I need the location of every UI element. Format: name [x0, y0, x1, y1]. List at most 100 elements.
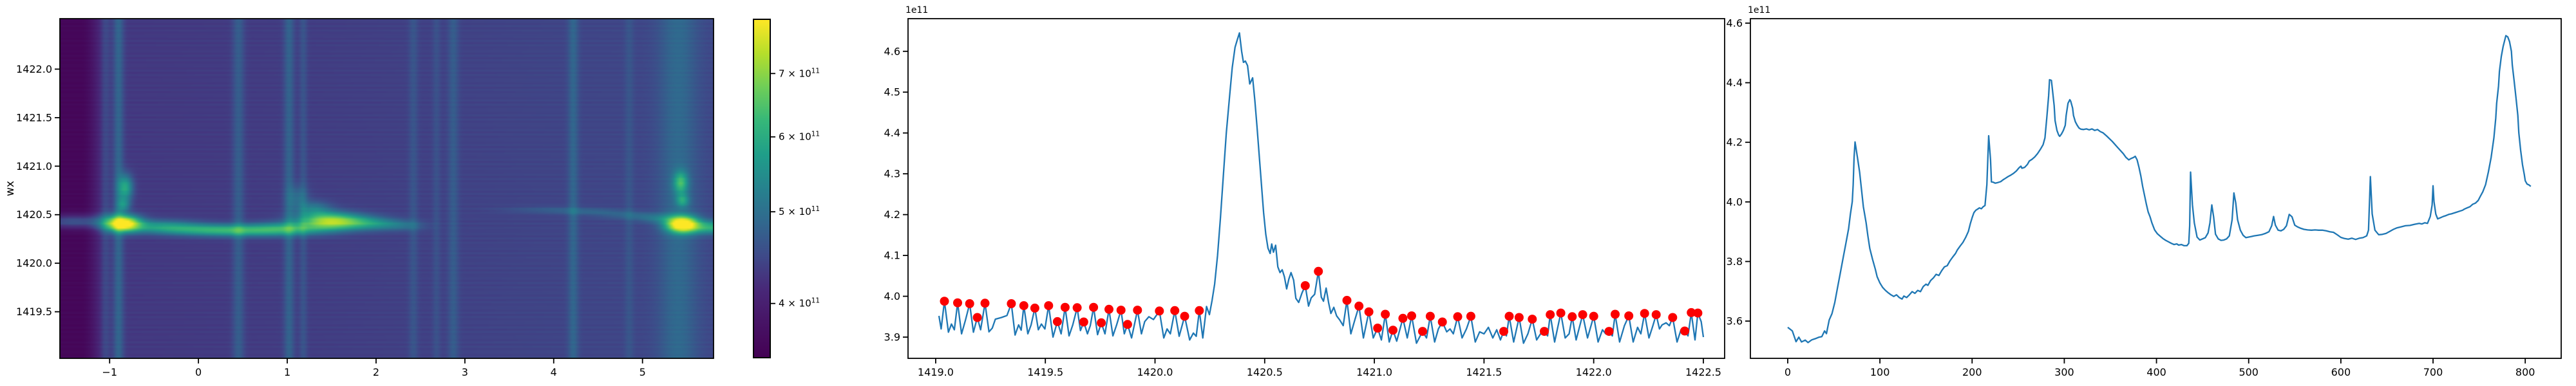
y-axis-label-wx: wx: [4, 181, 17, 196]
y-tick-label: 4.0: [884, 290, 900, 302]
colorbar-tick-label: 4 × 1011: [779, 297, 820, 309]
x-tick-label: 4: [551, 366, 557, 378]
y-tick-label: 3.9: [884, 331, 900, 344]
average-spectrum-axes: 1419.0 1419.5 1420.0 1420.5 1421.0 1421.5 1422…: [884, 18, 1725, 378]
peak-marker-dot: [1122, 320, 1132, 329]
peak-marker-dot: [1567, 312, 1577, 322]
x-tick-label: 1422.0: [1576, 366, 1612, 378]
peak-marker-dot: [1030, 303, 1039, 313]
peak-marker-dot: [1044, 301, 1054, 311]
peak-marker-dot: [1604, 327, 1614, 336]
peak-marker-dot: [1407, 311, 1416, 320]
x-tick-label: 1421.5: [1466, 366, 1502, 378]
x-tick-label: 3: [462, 366, 468, 378]
colorbar-tick-label: 6 × 1011: [779, 131, 820, 143]
peak-marker-dot: [1546, 310, 1555, 320]
x-tick-label: 1: [284, 366, 290, 378]
peak-marker-dot: [1089, 302, 1099, 312]
colorbar-ticks: 7 × 1011 6 × 1011 5 × 1011 4 × 1011: [771, 67, 820, 309]
colorbar-tick-label: 7 × 1011: [779, 67, 820, 79]
y-tick-label: 4.2: [1727, 136, 1743, 149]
peak-marker-dot: [940, 297, 949, 306]
y-tick-label: 1422.0: [16, 63, 52, 75]
y-tick-label: 1420.5: [16, 208, 52, 221]
y-tick-label: 4.2: [884, 208, 900, 221]
y-tick-label: 4.4: [1727, 77, 1743, 89]
peak-marker-dot: [1556, 308, 1566, 318]
peak-marker-dot: [1170, 306, 1180, 315]
peak-marker-dot: [1342, 295, 1352, 305]
peak-marker-dot: [1624, 311, 1634, 320]
x-tick-label: 5: [639, 366, 646, 378]
peak-marker-dot: [1453, 312, 1463, 322]
y-tick-label: 1420.0: [16, 257, 52, 270]
peak-marker-dot: [972, 313, 982, 322]
x-tick-label: −1: [102, 366, 117, 378]
peak-marker-dot: [1499, 327, 1508, 336]
x-tick-label: 500: [2239, 366, 2259, 378]
x-tick-label: 300: [2054, 366, 2074, 378]
x-tick-label: 600: [2331, 366, 2351, 378]
peak-marker-dot: [1079, 317, 1088, 327]
peak-marker-dot: [1611, 309, 1620, 319]
peak-marker-dot: [1668, 313, 1678, 322]
offset-text-spectrum: 1e11: [905, 5, 929, 15]
peak-marker-dot: [1589, 311, 1598, 321]
x-tick-label: 700: [2423, 366, 2443, 378]
y-tick-label: 1419.5: [16, 306, 52, 318]
peak-marker-dot: [1514, 313, 1524, 322]
y-tick-label: 3.8: [1727, 255, 1743, 268]
peak-marker-dot: [1418, 327, 1427, 336]
peak-marker-dot: [1528, 315, 1537, 324]
dynamic-spectrum-axes: −1 0 1 2 3 4 5 1419.5 1420.0 1420.5 1421.0 1421.5 14…: [16, 18, 714, 378]
peak-marker-dot: [1314, 266, 1323, 276]
peak-marker-dot: [1104, 304, 1113, 314]
x-tick-label: 0: [1785, 366, 1791, 378]
x-tick-label: 100: [1870, 366, 1890, 378]
average-spectrum-line: [938, 32, 1705, 344]
y-tick-label: 4.3: [884, 168, 900, 180]
time-series-line: [1787, 35, 2532, 344]
peak-marker-dot: [1640, 309, 1649, 318]
peak-marker-dot: [1300, 281, 1310, 290]
peak-marker-dot: [1007, 299, 1016, 308]
y-tick-label: 1421.0: [16, 160, 52, 172]
peak-marker-dot: [965, 299, 974, 308]
y-tick-label: 3.6: [1727, 315, 1743, 327]
peak-marker-dot: [1388, 326, 1397, 335]
x-tick-label: 800: [2515, 366, 2535, 378]
peak-marker-dot: [1097, 318, 1106, 327]
x-tick-label: 1420.5: [1247, 366, 1283, 378]
peak-marker-dot: [980, 299, 990, 308]
peak-marker-dot: [1133, 306, 1142, 315]
x-tick-label: 1420.0: [1137, 366, 1173, 378]
peak-marker-dot: [1504, 311, 1514, 321]
peak-marker-dot: [1155, 306, 1164, 316]
peak-marker-dot: [1072, 303, 1082, 313]
x-tick-label: 1419.5: [1027, 366, 1063, 378]
y-tick-label: 4.1: [884, 250, 900, 262]
time-series-axes: 0 100 200 300 400 500 600 700 800 3.6 3.8 4.0 4.2 4.4…: [1727, 17, 2562, 378]
peak-marker-dot: [1373, 324, 1383, 333]
peak-marker-dot: [1354, 301, 1364, 311]
y-tick-label: 4.0: [1727, 196, 1743, 208]
heatmap-image: [60, 19, 714, 358]
peak-marker-dot: [1466, 311, 1475, 321]
peak-marker-dot: [1425, 311, 1435, 321]
x-tick-label: 0: [195, 366, 202, 378]
average-spectrum-peak-markers: [940, 266, 1703, 336]
x-tick-label: 2: [373, 366, 379, 378]
peak-marker-dot: [1437, 317, 1447, 327]
y-tick-label: 4.6: [1727, 17, 1743, 29]
peak-marker-dot: [1019, 301, 1028, 311]
peak-marker-dot: [1578, 310, 1587, 320]
peak-marker-dot: [1195, 306, 1204, 315]
peak-marker-dot: [1052, 317, 1062, 326]
peak-marker-dot: [1381, 309, 1390, 319]
peak-marker-dot: [1540, 327, 1549, 336]
peak-marker-dot: [1060, 302, 1070, 312]
x-tick-label: 400: [2146, 366, 2166, 378]
colorbar-tick-label: 5 × 1011: [779, 205, 820, 217]
y-tick-label: 4.4: [884, 127, 900, 139]
